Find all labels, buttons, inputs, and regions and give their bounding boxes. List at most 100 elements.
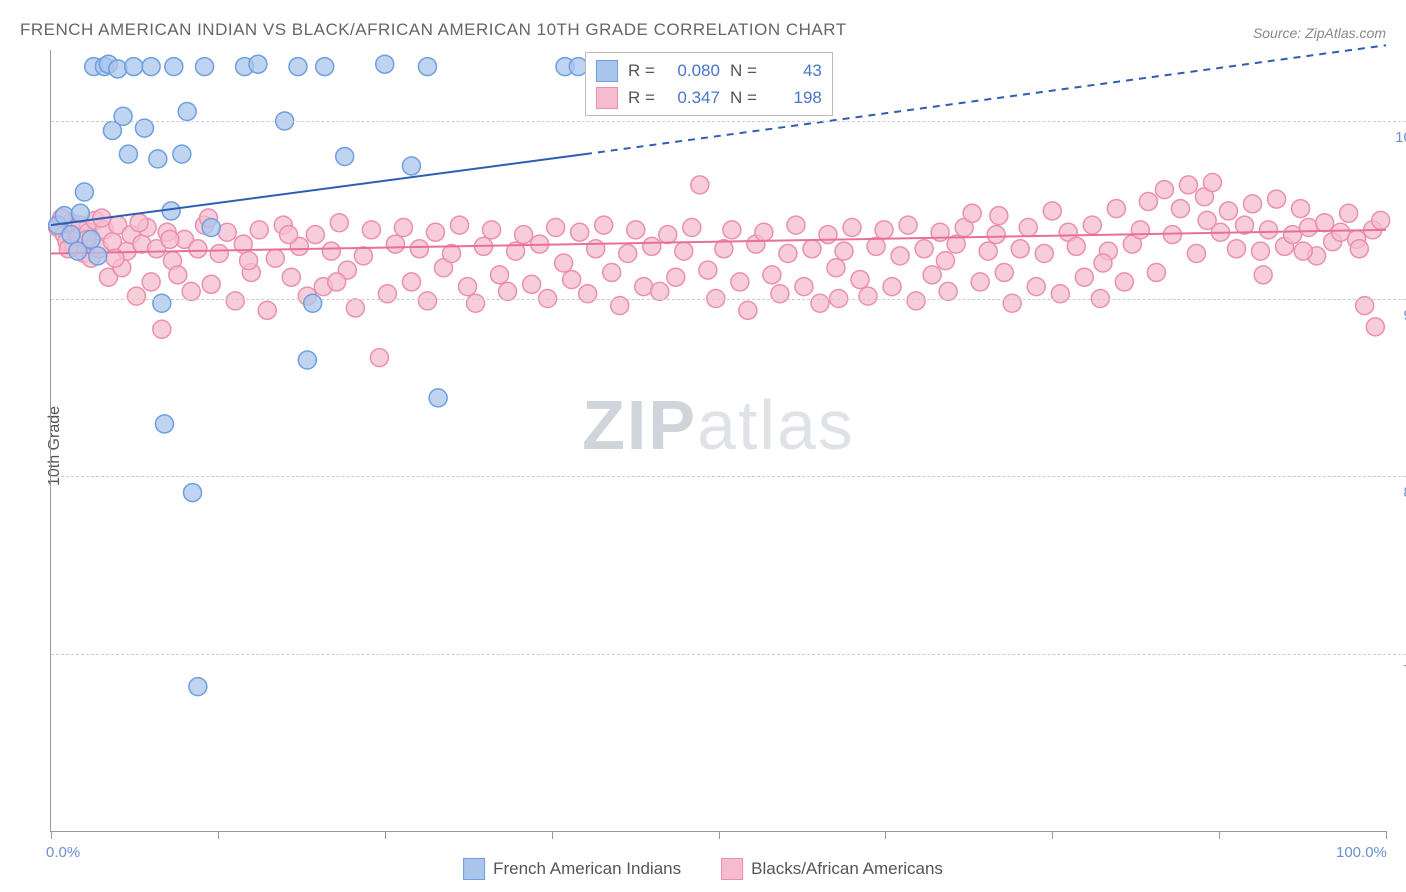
legend-swatch (596, 60, 618, 82)
pink-marker (346, 299, 364, 317)
pink-marker (1372, 211, 1390, 229)
pink-marker (322, 242, 340, 260)
pink-marker (795, 278, 813, 296)
pink-marker (127, 287, 145, 305)
pink-marker (1131, 221, 1149, 239)
pink-marker (659, 226, 677, 244)
pink-marker (787, 216, 805, 234)
pink-marker (418, 292, 436, 310)
pink-marker (1244, 195, 1262, 213)
pink-marker (1139, 192, 1157, 210)
pink-marker (1115, 273, 1133, 291)
blue-marker (249, 55, 267, 73)
pink-marker (1294, 242, 1312, 260)
gridline (51, 654, 1406, 655)
n-value: 198 (767, 84, 822, 111)
pink-marker (258, 301, 276, 319)
legend-label: French American Indians (493, 859, 681, 879)
blue-marker (119, 145, 137, 163)
pink-marker (859, 287, 877, 305)
pink-marker (1260, 221, 1278, 239)
pink-marker (691, 176, 709, 194)
pink-marker (1340, 204, 1358, 222)
pink-marker (153, 320, 171, 338)
pink-marker (410, 240, 428, 258)
r-value: 0.347 (665, 84, 720, 111)
blue-marker (155, 415, 173, 433)
gridline (51, 121, 1406, 122)
pink-marker (907, 292, 925, 310)
pink-marker (1094, 254, 1112, 272)
pink-marker (971, 273, 989, 291)
pink-marker (328, 273, 346, 291)
legend-label: Blacks/African Americans (751, 859, 943, 879)
pink-marker (1027, 278, 1045, 296)
blue-marker (402, 157, 420, 175)
pink-marker (142, 273, 160, 291)
blue-marker (114, 107, 132, 125)
pink-marker (1035, 245, 1053, 263)
pink-marker (723, 221, 741, 239)
x-tick-label: 100.0% (1336, 844, 1387, 861)
pink-marker (1198, 211, 1216, 229)
pink-marker (571, 223, 589, 241)
blue-marker (153, 294, 171, 312)
legend-row: R =0.347N =198 (596, 84, 822, 111)
blue-marker (196, 58, 214, 76)
pink-marker (555, 254, 573, 272)
pink-marker (1011, 240, 1029, 258)
pink-marker (739, 301, 757, 319)
n-label: N = (730, 57, 757, 84)
source-attribution: Source: ZipAtlas.com (1253, 25, 1386, 41)
pink-marker (451, 216, 469, 234)
x-tick (1219, 831, 1220, 839)
pink-marker (990, 207, 1008, 225)
pink-marker (523, 275, 541, 293)
pink-marker (202, 275, 220, 293)
pink-marker (483, 221, 501, 239)
pink-marker (891, 247, 909, 265)
pink-marker (995, 263, 1013, 281)
pink-marker (1075, 268, 1093, 286)
pink-marker (835, 242, 853, 260)
pink-marker (1252, 242, 1270, 260)
pink-marker (771, 285, 789, 303)
pink-marker (603, 263, 621, 281)
pink-marker (803, 240, 821, 258)
pink-marker (643, 237, 661, 255)
pink-marker (378, 285, 396, 303)
pink-marker (899, 216, 917, 234)
pink-marker (936, 252, 954, 270)
pink-marker (867, 237, 885, 255)
pink-marker (240, 252, 258, 270)
y-tick-label: 100.0% (1395, 129, 1406, 146)
blue-marker (89, 247, 107, 265)
pink-marker (979, 242, 997, 260)
pink-marker (1187, 245, 1205, 263)
pink-marker (811, 294, 829, 312)
pink-marker (266, 249, 284, 267)
pink-marker (1350, 240, 1368, 258)
blue-marker (289, 58, 307, 76)
pink-marker (875, 221, 893, 239)
legend-row: R =0.080N =43 (596, 57, 822, 84)
chart-svg-layer (51, 50, 1386, 831)
pink-marker (779, 245, 797, 263)
blue-marker (429, 389, 447, 407)
blue-marker (304, 294, 322, 312)
blue-marker (376, 55, 394, 73)
pink-marker (402, 273, 420, 291)
blue-marker (173, 145, 191, 163)
gridline (51, 299, 1406, 300)
n-value: 43 (767, 57, 822, 84)
legend-swatch (596, 87, 618, 109)
pink-marker (1019, 219, 1037, 237)
pink-marker (218, 223, 236, 241)
x-tick (385, 831, 386, 839)
pink-marker (667, 268, 685, 286)
pink-marker (515, 226, 533, 244)
pink-marker (1155, 181, 1173, 199)
blue-marker (82, 230, 100, 248)
x-tick (51, 831, 52, 839)
pink-marker (699, 261, 717, 279)
